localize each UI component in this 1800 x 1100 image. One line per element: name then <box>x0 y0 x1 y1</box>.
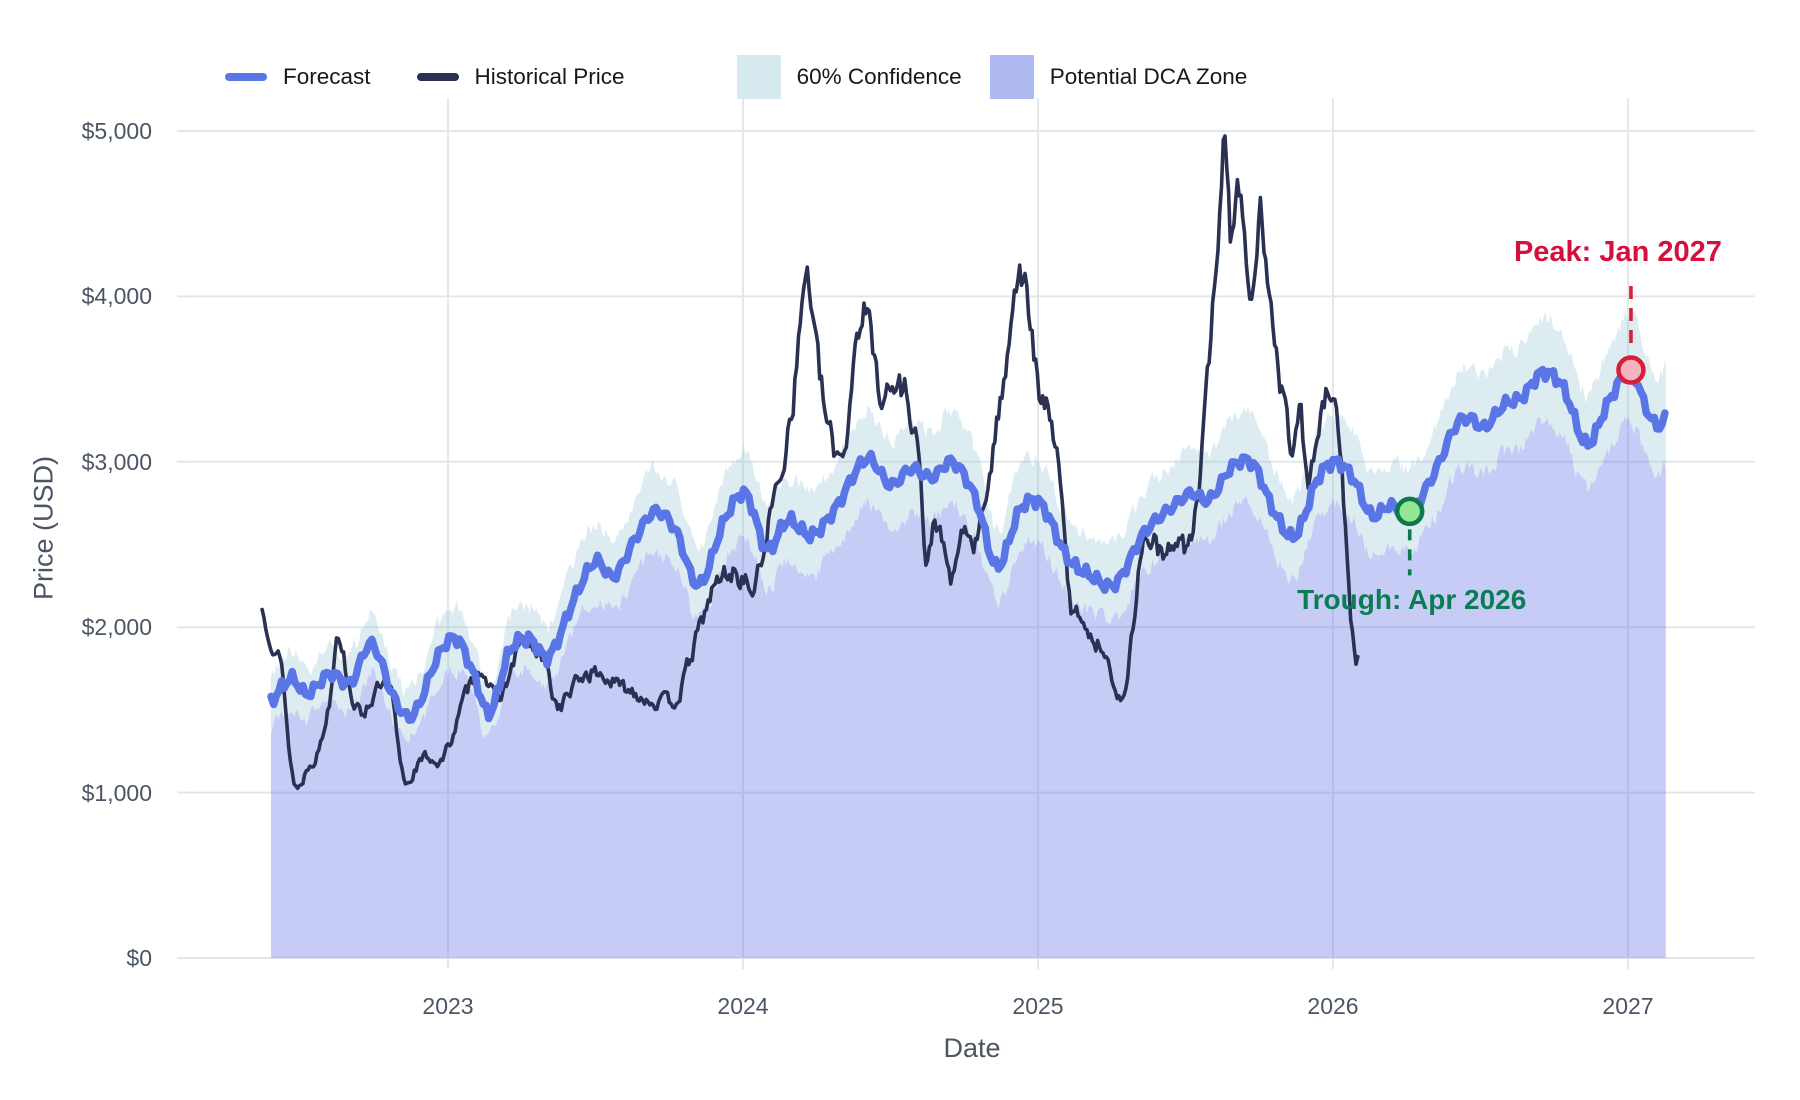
legend-patch-swatch-icon <box>989 55 1034 99</box>
chart-legend: Forecast Historical Price 60% Confidence Po… <box>225 52 1247 102</box>
legend-label: Forecast <box>283 64 371 89</box>
legend-item-confidence[interactable]: 60% Confidence <box>736 55 962 99</box>
legend-label: Historical Price <box>474 64 625 89</box>
legend-line-swatch-icon <box>416 73 459 81</box>
trough-annotation: Trough: Apr 2026 <box>1297 584 1527 616</box>
legend-item-forecast[interactable]: Forecast <box>225 64 371 90</box>
x-tick-label: 2025 <box>1012 993 1064 1019</box>
y-tick-label: $4,000 <box>81 283 152 310</box>
y-axis-title: Price (USD) <box>28 455 59 601</box>
x-axis-title: Date <box>943 1033 1001 1063</box>
legend-item-historical[interactable]: Historical Price <box>416 64 625 90</box>
y-tick-label: $1,000 <box>81 779 152 806</box>
y-tick-label: $0 <box>126 945 152 971</box>
x-tick-label: 2024 <box>717 993 769 1019</box>
legend-label: Potential DCA Zone <box>1049 64 1248 89</box>
peak-annotation: Peak: Jan 2027 <box>1513 236 1722 268</box>
legend-item-dca-zone[interactable]: Potential DCA Zone <box>989 55 1248 99</box>
legend-label: 60% Confidence <box>796 64 962 89</box>
x-tick-label: 2027 <box>1602 993 1654 1019</box>
x-tick-label: 2023 <box>422 993 474 1019</box>
y-tick-label: $3,000 <box>81 448 152 475</box>
y-tick-label: $2,000 <box>81 614 152 641</box>
legend-line-swatch-icon <box>225 73 267 81</box>
y-tick-label: $5,000 <box>81 118 152 144</box>
legend-patch-swatch-icon <box>736 55 781 99</box>
x-tick-label: 2026 <box>1307 993 1359 1019</box>
